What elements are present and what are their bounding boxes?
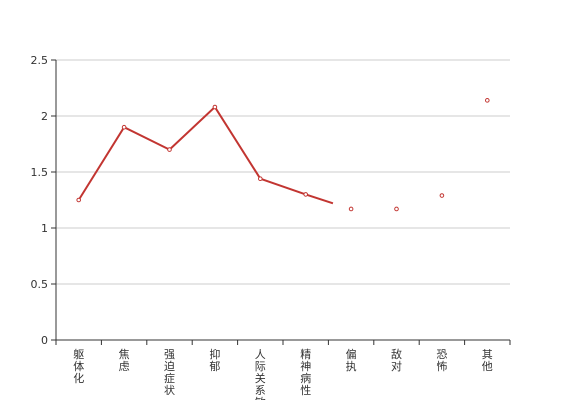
y-tick-label: 1: [41, 222, 48, 235]
data-point: [303, 192, 309, 197]
x-tick-label: 人际关系敏感: [255, 348, 266, 400]
x-tick-label: 精神病性: [300, 348, 311, 397]
data-points: [76, 98, 490, 212]
data-point: [485, 98, 490, 103]
data-point: [212, 104, 218, 110]
y-tick-label: 1.5: [31, 166, 49, 179]
x-tick-label: 躯体化: [73, 348, 84, 385]
data-point: [167, 147, 172, 152]
x-tick-label: 焦虑: [119, 348, 130, 373]
data-point: [439, 193, 445, 198]
data-point: [348, 206, 354, 212]
x-tick-label: 抑郁: [209, 347, 220, 373]
x-tick-labels: 躯体化 焦虑 强迫症状 抑郁 人际关系敏感 精神病性 偏执 敌对 恐怖 其他: [73, 347, 493, 404]
data-point: [121, 124, 127, 130]
grid-lines: [56, 59, 510, 285]
x-tick-label: 敌对: [391, 347, 402, 373]
y-tick-label: 2: [41, 110, 48, 123]
y-tick-labels: 0 0.5 1 1.5 2 2.5: [31, 54, 49, 347]
series-line: [77, 106, 334, 205]
x-tick-label: 其他: [482, 348, 493, 373]
series-line: [77, 106, 334, 205]
data-point: [76, 197, 81, 203]
data-point: [394, 206, 399, 212]
axes: [51, 59, 511, 345]
x-tick-label: 恐怖: [436, 348, 447, 373]
y-tick-label: 0.5: [31, 278, 49, 291]
data-point: [258, 176, 263, 182]
x-tick-label: 偏执: [346, 347, 357, 373]
y-tick-label: 0: [41, 334, 48, 347]
x-tick-label: 强迫症状: [164, 348, 175, 397]
y-tick-label: 2.5: [31, 54, 49, 67]
